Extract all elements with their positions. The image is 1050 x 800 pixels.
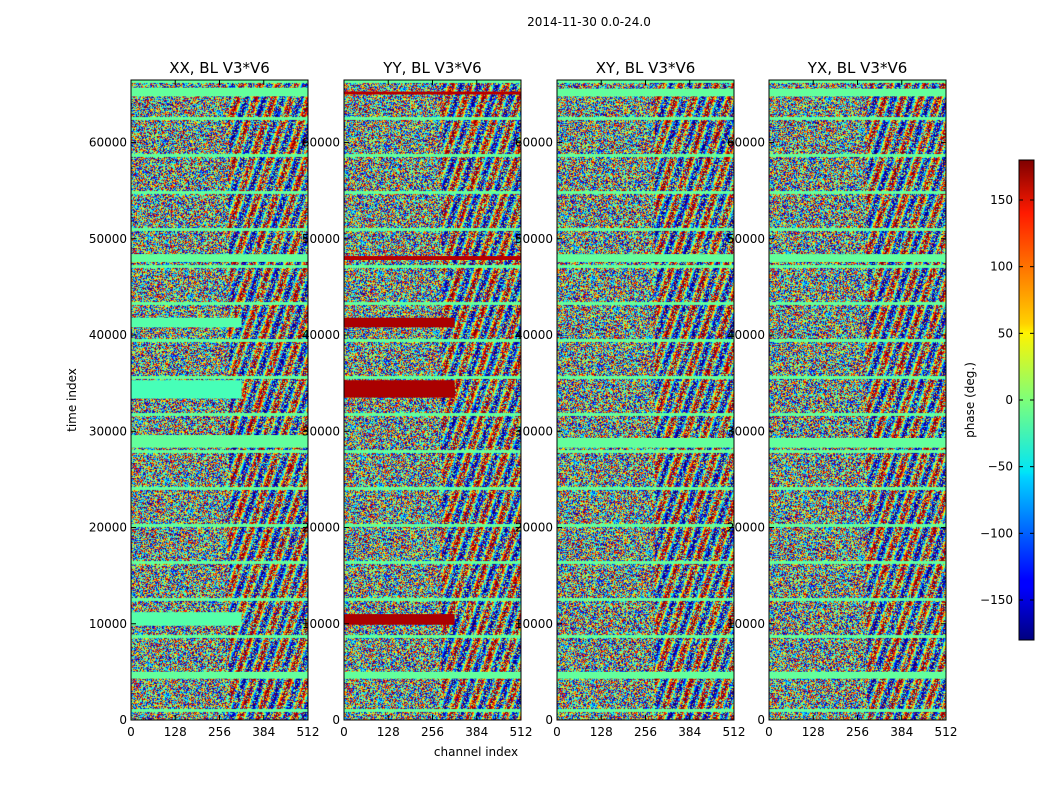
phase-band — [131, 612, 242, 626]
phase-band — [557, 88, 734, 97]
x-tick-label: 512 — [935, 725, 958, 739]
phase-band — [557, 438, 734, 448]
colorbar-tick-label: 100 — [990, 260, 1013, 274]
y-tick-label: 40000 — [302, 328, 340, 342]
panel-1: XX, BL V3*V6 0 128 256 384 512 0 10000 20000 3000… — [89, 59, 320, 739]
y-tick-label: 20000 — [727, 521, 765, 535]
colorbar-tick-label: −150 — [980, 593, 1013, 607]
y-tick-label: 40000 — [727, 328, 765, 342]
y-tick-label: 30000 — [89, 424, 127, 438]
x-tick-label: 0 — [765, 725, 773, 739]
y-tick-label: 50000 — [89, 232, 127, 246]
phase-band — [344, 380, 455, 398]
x-tick-label: 128 — [377, 725, 400, 739]
x-tick-label: 0 — [553, 725, 561, 739]
panel-title: YY, BL V3*V6 — [382, 59, 481, 77]
y-tick-label: 20000 — [515, 521, 553, 535]
y-tick-label: 60000 — [89, 136, 127, 150]
colorbar-ticks: −150 −100 −50 0 50 100 150 — [980, 193, 1034, 607]
colorbar-tick-label: 0 — [1005, 393, 1013, 407]
panel-title: XX, BL V3*V6 — [169, 59, 270, 77]
x-tick-label: 384 — [465, 725, 488, 739]
colorbar-tick-label: 150 — [990, 193, 1013, 207]
y-tick-label: 60000 — [302, 136, 340, 150]
y-tick-label: 50000 — [302, 232, 340, 246]
panel-phase-image — [557, 80, 734, 720]
phase-band — [131, 87, 308, 97]
y-tick-label: 0 — [332, 713, 340, 727]
phase-band — [131, 435, 308, 448]
colorbar-tick-label: −100 — [980, 526, 1013, 540]
y-tick-label: 30000 — [302, 424, 340, 438]
phase-band — [131, 380, 242, 399]
phase-band — [557, 671, 734, 679]
phase-band — [131, 317, 242, 328]
phase-band — [344, 91, 521, 95]
y-tick-label: 60000 — [515, 136, 553, 150]
y-tick-label: 30000 — [727, 424, 765, 438]
colorbar-label: phase (deg.) — [963, 362, 977, 438]
phase-band — [769, 254, 946, 262]
x-tick-label: 128 — [802, 725, 825, 739]
colorbar-tick-label: −50 — [988, 460, 1013, 474]
y-tick-label: 40000 — [515, 328, 553, 342]
phase-band — [769, 438, 946, 448]
figure-suptitle: 2014-11-30 0.0-24.0 — [527, 15, 651, 29]
phase-band — [344, 671, 521, 679]
x-tick-label: 0 — [340, 725, 348, 739]
phase-band — [344, 614, 455, 625]
x-tick-label: 128 — [164, 725, 187, 739]
y-tick-label: 0 — [545, 713, 553, 727]
y-tick-label: 50000 — [515, 232, 553, 246]
y-tick-label: 10000 — [515, 617, 553, 631]
panels-group: XX, BL V3*V6 0 128 256 384 512 0 10000 20000 3000… — [89, 59, 958, 739]
phase-band — [769, 671, 946, 679]
y-tick-label: 60000 — [727, 136, 765, 150]
x-tick-label: 512 — [510, 725, 533, 739]
x-tick-label: 256 — [208, 725, 231, 739]
phase-band — [131, 254, 308, 262]
y-tick-label: 20000 — [302, 521, 340, 535]
phase-band — [344, 256, 521, 260]
x-tick-label: 512 — [297, 725, 320, 739]
y-axis-label: time index — [65, 368, 79, 432]
x-tick-label: 256 — [634, 725, 657, 739]
x-tick-label: 384 — [252, 725, 275, 739]
y-tick-label: 40000 — [89, 328, 127, 342]
phase-band — [769, 88, 946, 97]
y-tick-label: 30000 — [515, 424, 553, 438]
panel-title: YX, BL V3*V6 — [807, 59, 908, 77]
x-tick-label: 384 — [678, 725, 701, 739]
x-tick-label: 128 — [590, 725, 613, 739]
x-tick-label: 512 — [723, 725, 746, 739]
phase-band — [131, 671, 308, 679]
colorbar: −150 −100 −50 0 50 100 150 phase (deg.) — [963, 159, 1035, 641]
panel-phase-image — [344, 80, 521, 720]
y-tick-label: 20000 — [89, 521, 127, 535]
panel-2: YY, BL V3*V6 0 128 256 384 512 0 10000 20000 3000… — [302, 59, 533, 739]
y-tick-label: 50000 — [727, 232, 765, 246]
colorbar-tick-label: 50 — [998, 326, 1013, 340]
panel-4: YX, BL V3*V6 0 128 256 384 512 0 10000 20000 3000… — [727, 59, 958, 739]
x-tick-label: 0 — [127, 725, 135, 739]
x-tick-label: 384 — [890, 725, 913, 739]
x-tick-label: 256 — [846, 725, 869, 739]
x-tick-label: 256 — [421, 725, 444, 739]
phase-band — [344, 317, 455, 328]
y-tick-label: 10000 — [89, 617, 127, 631]
y-tick-label: 0 — [119, 713, 127, 727]
y-tick-label: 10000 — [302, 617, 340, 631]
panel-phase-image — [769, 80, 946, 720]
panel-3: XY, BL V3*V6 0 128 256 384 512 0 10000 20000 3000… — [515, 59, 746, 739]
x-axis-label: channel index — [434, 745, 518, 759]
panel-title: XY, BL V3*V6 — [596, 59, 696, 77]
y-tick-label: 0 — [757, 713, 765, 727]
y-tick-label: 10000 — [727, 617, 765, 631]
phase-band — [557, 254, 734, 262]
